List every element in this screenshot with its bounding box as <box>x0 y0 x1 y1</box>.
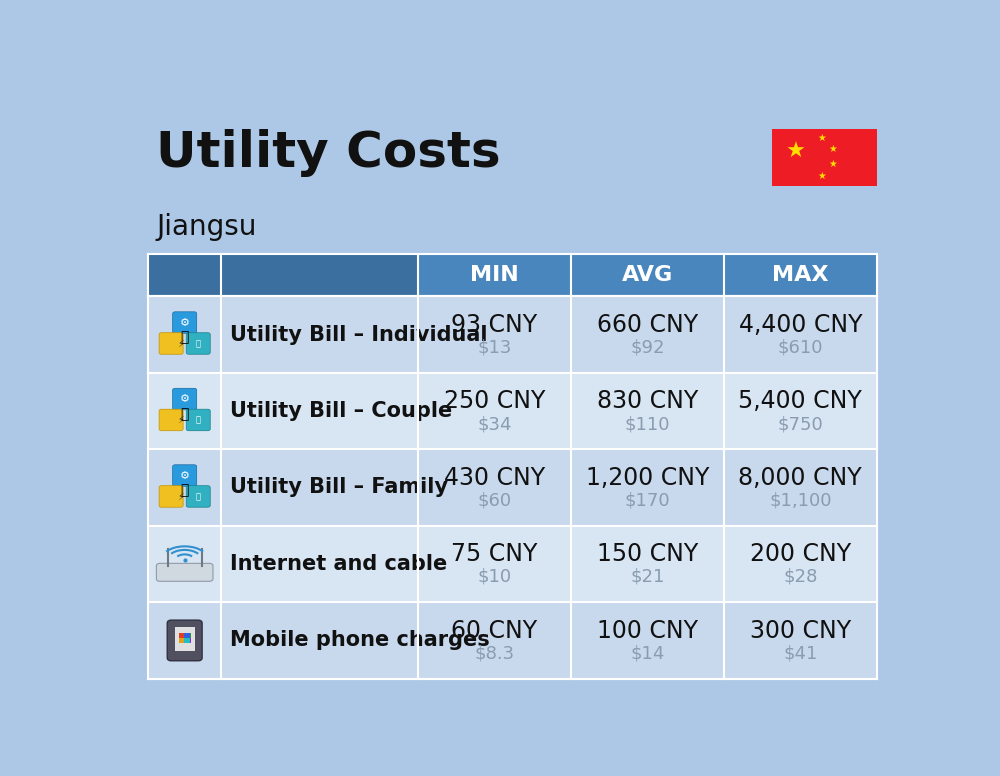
Bar <box>184 632 190 638</box>
FancyBboxPatch shape <box>159 333 183 354</box>
Text: ⚡: ⚡ <box>177 338 184 348</box>
Text: $13: $13 <box>477 338 511 356</box>
FancyBboxPatch shape <box>173 388 197 410</box>
Bar <box>184 638 190 643</box>
Text: ⚙: ⚙ <box>180 317 190 327</box>
Bar <box>185 632 191 638</box>
Text: ★: ★ <box>828 144 837 154</box>
Text: 200 CNY: 200 CNY <box>750 542 851 566</box>
Bar <box>175 627 195 651</box>
Text: 660 CNY: 660 CNY <box>597 313 698 337</box>
Text: 💧: 💧 <box>196 415 201 424</box>
Text: $1,100: $1,100 <box>769 491 832 510</box>
Text: $10: $10 <box>477 568 511 586</box>
Text: ⚡: ⚡ <box>177 415 184 425</box>
Text: 250 CNY: 250 CNY <box>444 389 545 413</box>
Text: 93 CNY: 93 CNY <box>451 313 537 337</box>
Text: ★: ★ <box>785 142 805 161</box>
Text: $14: $14 <box>630 644 664 663</box>
Text: $8.3: $8.3 <box>474 644 514 663</box>
Text: Internet and cable: Internet and cable <box>230 554 448 574</box>
FancyBboxPatch shape <box>173 465 197 487</box>
Bar <box>185 638 191 643</box>
FancyBboxPatch shape <box>159 486 183 508</box>
Text: 60 CNY: 60 CNY <box>451 618 537 643</box>
Text: $610: $610 <box>778 338 823 356</box>
Text: ⚙: ⚙ <box>180 394 190 404</box>
FancyBboxPatch shape <box>159 409 183 431</box>
Text: 💧: 💧 <box>196 339 201 348</box>
Text: $60: $60 <box>477 491 511 510</box>
Text: 🧑: 🧑 <box>180 407 189 421</box>
Bar <box>148 372 877 449</box>
FancyBboxPatch shape <box>186 333 210 354</box>
FancyBboxPatch shape <box>173 312 197 334</box>
Text: 300 CNY: 300 CNY <box>750 618 851 643</box>
Text: Utility Bill – Couple: Utility Bill – Couple <box>230 401 453 421</box>
Bar <box>148 296 877 372</box>
FancyBboxPatch shape <box>186 409 210 431</box>
Text: AVG: AVG <box>622 265 673 286</box>
Text: 8,000 CNY: 8,000 CNY <box>738 466 862 490</box>
Text: Utility Bill – Family: Utility Bill – Family <box>230 477 448 497</box>
Text: $170: $170 <box>624 491 670 510</box>
Text: 1,200 CNY: 1,200 CNY <box>586 466 709 490</box>
Text: MAX: MAX <box>772 265 829 286</box>
Text: $28: $28 <box>783 568 817 586</box>
Bar <box>148 449 877 525</box>
Bar <box>148 602 877 679</box>
Text: ⚙: ⚙ <box>180 470 190 480</box>
Text: 🧑: 🧑 <box>180 483 189 497</box>
Text: $21: $21 <box>630 568 664 586</box>
Text: ⚡: ⚡ <box>177 491 184 501</box>
Bar <box>179 632 185 638</box>
Text: $41: $41 <box>783 644 817 663</box>
Text: 150 CNY: 150 CNY <box>597 542 698 566</box>
Text: ★: ★ <box>828 159 837 169</box>
Bar <box>179 638 185 643</box>
Text: $92: $92 <box>630 338 665 356</box>
Bar <box>418 255 877 296</box>
Text: ★: ★ <box>817 171 826 181</box>
Text: 🧑: 🧑 <box>180 331 189 345</box>
FancyBboxPatch shape <box>186 486 210 508</box>
Text: Mobile phone charges: Mobile phone charges <box>230 630 490 650</box>
Text: 💧: 💧 <box>196 492 201 501</box>
Text: 100 CNY: 100 CNY <box>597 618 698 643</box>
Text: $34: $34 <box>477 415 512 433</box>
Text: 75 CNY: 75 CNY <box>451 542 537 566</box>
Bar <box>148 525 877 602</box>
Text: $110: $110 <box>625 415 670 433</box>
Text: Utility Costs: Utility Costs <box>156 129 501 177</box>
Bar <box>772 129 877 185</box>
Text: 430 CNY: 430 CNY <box>444 466 545 490</box>
Text: MIN: MIN <box>470 265 519 286</box>
Text: ★: ★ <box>817 133 826 143</box>
FancyBboxPatch shape <box>156 563 213 581</box>
FancyBboxPatch shape <box>167 620 202 661</box>
Text: 4,400 CNY: 4,400 CNY <box>739 313 862 337</box>
Text: Utility Bill – Individual: Utility Bill – Individual <box>230 324 488 345</box>
Bar <box>148 255 418 296</box>
Text: Jiangsu: Jiangsu <box>156 213 256 241</box>
Text: 830 CNY: 830 CNY <box>597 389 698 413</box>
Text: 5,400 CNY: 5,400 CNY <box>738 389 862 413</box>
Text: $750: $750 <box>777 415 823 433</box>
